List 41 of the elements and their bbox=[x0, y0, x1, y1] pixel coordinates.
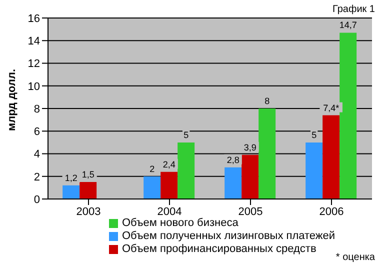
x-tick-label: 2006 bbox=[319, 206, 344, 218]
x-tick-label: 2003 bbox=[76, 206, 101, 218]
y-axis-title: млрд долл. bbox=[6, 68, 18, 132]
y-tick-label: 8 bbox=[34, 103, 40, 116]
bar bbox=[160, 172, 178, 199]
legend-label: Объем профинансированных средств bbox=[122, 243, 316, 255]
bar bbox=[340, 32, 357, 199]
bar bbox=[258, 108, 276, 199]
y-tick-label: 2 bbox=[34, 171, 40, 184]
legend-label: Объем нового бизнеса bbox=[122, 217, 238, 229]
bar bbox=[306, 142, 323, 199]
y-tick-label: 16 bbox=[28, 12, 40, 25]
bar bbox=[80, 182, 97, 199]
data-label: 1,5 bbox=[82, 170, 94, 180]
data-label: 2,8 bbox=[226, 154, 240, 165]
data-label: 2,4 bbox=[162, 159, 176, 170]
data-label: 7,4* bbox=[323, 102, 340, 113]
bar bbox=[62, 185, 80, 199]
y-tick-label: 14 bbox=[28, 36, 40, 48]
y-tick-label: 10 bbox=[28, 80, 40, 93]
data-label: 2 bbox=[150, 164, 155, 174]
bar bbox=[322, 115, 340, 199]
data-label: 8 bbox=[264, 96, 270, 106]
x-tick-label: 2005 bbox=[238, 206, 263, 218]
y-tick-label: 0 bbox=[34, 194, 40, 206]
data-label: 14,7 bbox=[339, 20, 357, 30]
bar bbox=[224, 167, 242, 199]
chart-title: График 1 bbox=[332, 4, 375, 15]
data-label: 3,9 bbox=[244, 142, 256, 152]
y-tick-label: 12 bbox=[28, 58, 40, 70]
bar bbox=[144, 176, 161, 199]
data-label: 5 bbox=[312, 130, 317, 140]
data-label: 1,2 bbox=[64, 172, 78, 183]
y-tick-label: 6 bbox=[34, 126, 40, 138]
bar bbox=[178, 142, 195, 199]
data-label: 5 bbox=[184, 130, 189, 140]
legend-label: Объем полученных лизинговых платежей bbox=[122, 230, 336, 242]
text: * оценка bbox=[336, 252, 375, 263]
x-tick-label: 2004 bbox=[157, 206, 182, 218]
bar bbox=[242, 154, 259, 199]
y-tick-label: 4 bbox=[34, 148, 40, 161]
